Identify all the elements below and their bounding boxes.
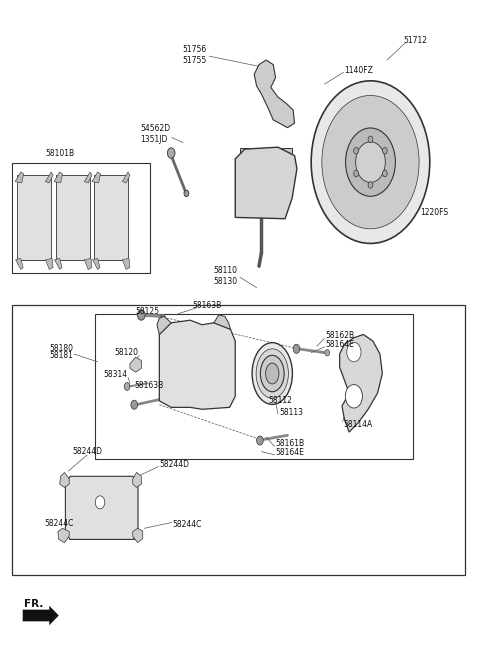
Circle shape [184,190,189,197]
Polygon shape [46,258,53,270]
Text: 51756
51755: 51756 51755 [182,45,207,64]
Polygon shape [46,172,53,183]
FancyArrow shape [23,605,59,625]
Text: 58101B: 58101B [45,149,74,158]
Text: 58244C: 58244C [45,519,74,527]
Circle shape [354,171,359,176]
Polygon shape [122,172,130,183]
Text: 58164E: 58164E [325,340,354,349]
Polygon shape [55,258,62,270]
Circle shape [383,171,387,176]
Polygon shape [340,335,383,432]
Circle shape [345,384,362,408]
Polygon shape [159,320,235,409]
Text: 58114A: 58114A [343,420,372,429]
Circle shape [325,350,330,356]
Polygon shape [133,528,143,543]
Circle shape [356,142,385,182]
Ellipse shape [261,356,284,392]
Text: 1140FZ: 1140FZ [344,66,373,75]
Ellipse shape [252,342,292,405]
Text: 58163B: 58163B [134,380,163,390]
Text: 58163B: 58163B [192,300,221,310]
Text: FR.: FR. [24,600,44,609]
Text: 58161B: 58161B [276,440,305,448]
Circle shape [346,128,396,196]
Bar [69,504,135,539]
Polygon shape [94,175,128,260]
Bar [19,214,49,260]
Text: 58244D: 58244D [159,460,189,469]
Bar [96,214,126,260]
Circle shape [293,344,300,354]
Text: 58120: 58120 [114,348,138,358]
Polygon shape [254,60,295,128]
Circle shape [322,96,419,229]
Polygon shape [54,172,62,183]
Text: 58162B: 58162B [325,331,355,340]
Polygon shape [93,258,100,270]
Polygon shape [84,172,92,183]
Polygon shape [133,472,141,487]
Circle shape [368,182,373,188]
Circle shape [96,496,105,509]
Ellipse shape [265,363,279,384]
Text: 58113: 58113 [279,408,303,417]
Polygon shape [122,258,130,270]
Polygon shape [15,172,24,183]
Polygon shape [65,476,138,539]
Text: 58112: 58112 [268,396,292,405]
Polygon shape [60,472,69,487]
Circle shape [347,342,361,362]
Circle shape [368,136,373,142]
Circle shape [124,382,130,390]
Circle shape [257,436,263,445]
Circle shape [137,310,145,320]
Polygon shape [56,175,90,260]
Text: 1220FS: 1220FS [420,208,448,216]
Polygon shape [58,528,69,543]
Bar [240,148,292,162]
Text: 58125: 58125 [135,307,159,316]
Text: 58181: 58181 [49,351,73,360]
Polygon shape [214,315,230,329]
Text: 1351JD: 1351JD [140,135,168,144]
Bar [12,163,150,273]
Text: 58110
58130: 58110 58130 [214,266,238,285]
Bar [58,214,88,260]
Text: 58244C: 58244C [173,520,202,529]
Ellipse shape [256,349,288,398]
Circle shape [311,81,430,243]
Polygon shape [17,175,51,260]
Circle shape [354,148,359,154]
Text: 58244D: 58244D [72,447,102,456]
Text: 58164E: 58164E [276,449,304,457]
Bar [96,314,413,459]
Text: 58180: 58180 [49,344,73,354]
Circle shape [131,400,138,409]
Text: 54562D: 54562D [140,125,170,133]
Polygon shape [130,358,141,372]
Polygon shape [84,258,92,270]
Text: 51712: 51712 [404,36,428,45]
Text: 58314: 58314 [103,371,127,379]
Bar [12,305,466,575]
Circle shape [168,148,175,158]
Polygon shape [235,147,297,218]
Polygon shape [157,316,171,335]
Circle shape [383,148,387,154]
Polygon shape [15,258,23,270]
Polygon shape [92,172,100,183]
